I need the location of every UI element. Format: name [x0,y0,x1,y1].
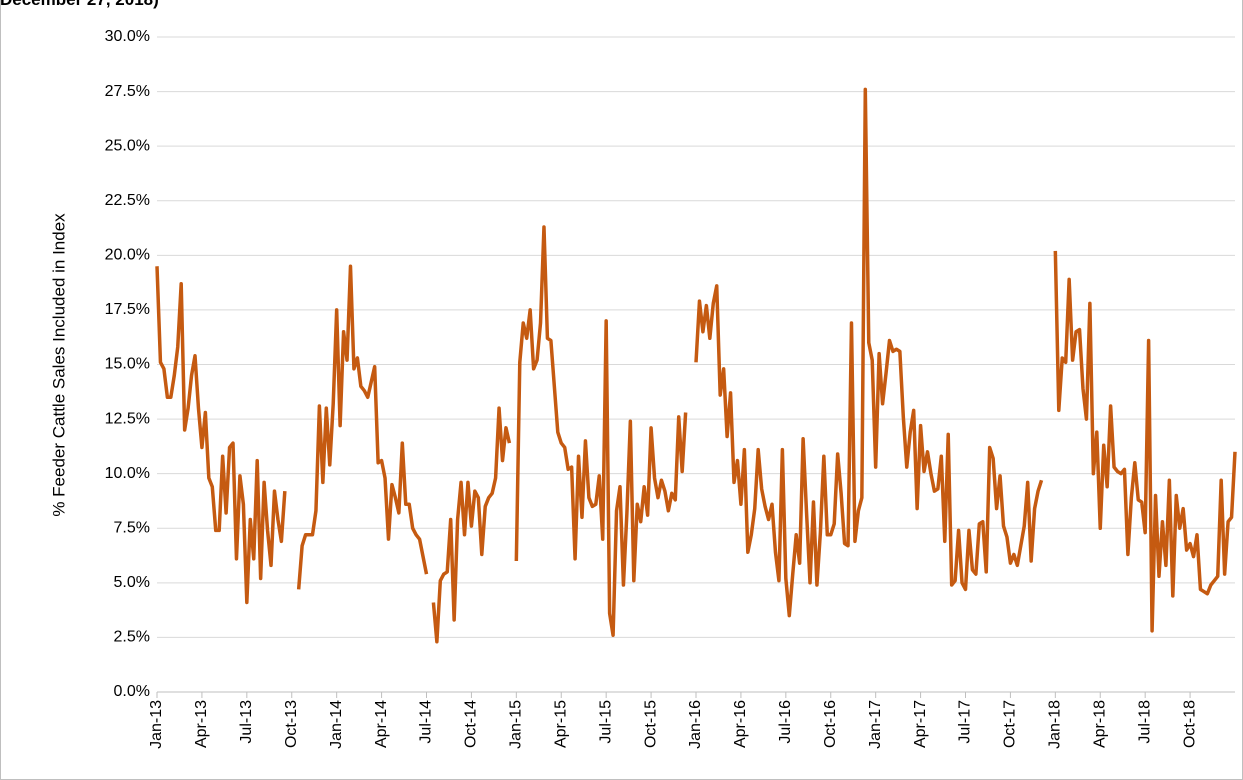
y-tick-label: 22.5% [105,192,150,209]
x-tick-label: Jul-13 [238,700,255,744]
x-tick-label: Jul-14 [418,700,435,744]
y-tick-label: 5.0% [114,574,150,591]
y-tick-label: 10.0% [105,465,150,482]
x-tick-label: Apr-17 [912,700,929,748]
y-tick-label: 12.5% [105,410,150,427]
y-tick-label: 7.5% [114,519,150,536]
x-tick-label: Jul-18 [1136,700,1153,744]
y-tick-label: 30.0% [105,28,150,45]
x-tick-label: Oct-14 [463,700,480,748]
y-tick-label: 17.5% [105,301,150,318]
x-tick-label: Apr-15 [552,700,569,748]
x-tick-label: Apr-18 [1091,700,1108,748]
x-tick-label: Jan-16 [687,700,704,749]
x-tick-label: Apr-16 [732,700,749,748]
x-tick-label: Jan-18 [1047,700,1064,749]
x-tick-label: Oct-13 [283,700,300,748]
y-tick-label: 0.0% [114,683,150,700]
data-line [155,87,1237,644]
x-tick-label: Jul-16 [777,700,794,744]
x-tick-label: Oct-15 [642,700,659,748]
x-tick-label: Apr-13 [193,700,210,748]
y-tick-label: 2.5% [114,629,150,646]
x-tick-label: Jan-17 [867,700,884,749]
chart-title: December 27, 2018) [0,0,159,9]
x-tick-label: Jul-17 [957,700,974,744]
y-tick-label: 27.5% [105,83,150,100]
y-tick-label: 20.0% [105,247,150,264]
y-axis-title: % Feeder Cattle Sales Included in Index [49,213,68,517]
x-tick-label: Jul-15 [597,700,614,744]
x-tick-label: Oct-17 [1002,700,1019,748]
x-tick-label: Jan-15 [508,700,525,749]
x-tick-label: Jan-14 [328,700,345,749]
x-tick-label: Oct-18 [1181,700,1198,748]
x-tick-label: Apr-14 [373,700,390,748]
y-tick-label: 15.0% [105,356,150,373]
x-tick-label: Jan-13 [148,700,165,749]
x-tick-label: Oct-16 [822,700,839,748]
y-tick-label: 25.0% [105,137,150,154]
